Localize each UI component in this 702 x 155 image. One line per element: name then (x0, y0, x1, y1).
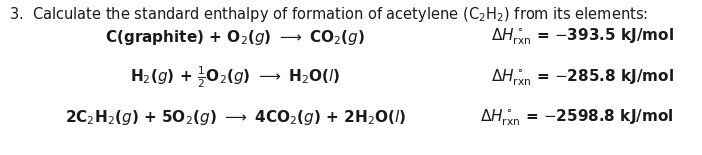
Text: H$_2$($g$) + $\frac{1}{2}$O$_2$($g$) $\longrightarrow$ H$_2$O($l$): H$_2$($g$) + $\frac{1}{2}$O$_2$($g$) $\l… (130, 65, 340, 90)
Text: 2C$_2$H$_2$($g$) + 5O$_2$($g$) $\longrightarrow$ 4CO$_2$($g$) + 2H$_2$O($l$): 2C$_2$H$_2$($g$) + 5O$_2$($g$) $\longrig… (65, 108, 406, 127)
Text: $\Delta H^\circ_{\rm rxn}$ = $-$2598.8 kJ/mol: $\Delta H^\circ_{\rm rxn}$ = $-$2598.8 k… (480, 108, 674, 128)
Text: 3.  Calculate the standard enthalpy of formation of acetylene (C$_2$H$_2$) from : 3. Calculate the standard enthalpy of fo… (9, 5, 648, 24)
Text: $\Delta H^\circ_{\rm rxn}$ = $-$285.8 kJ/mol: $\Delta H^\circ_{\rm rxn}$ = $-$285.8 kJ… (491, 67, 674, 88)
Text: C(graphite) + O$_2$($g$) $\longrightarrow$ CO$_2$($g$): C(graphite) + O$_2$($g$) $\longrightarro… (105, 28, 365, 47)
Text: $\Delta H^\circ_{\rm rxn}$ = $-$393.5 kJ/mol: $\Delta H^\circ_{\rm rxn}$ = $-$393.5 kJ… (491, 27, 674, 47)
